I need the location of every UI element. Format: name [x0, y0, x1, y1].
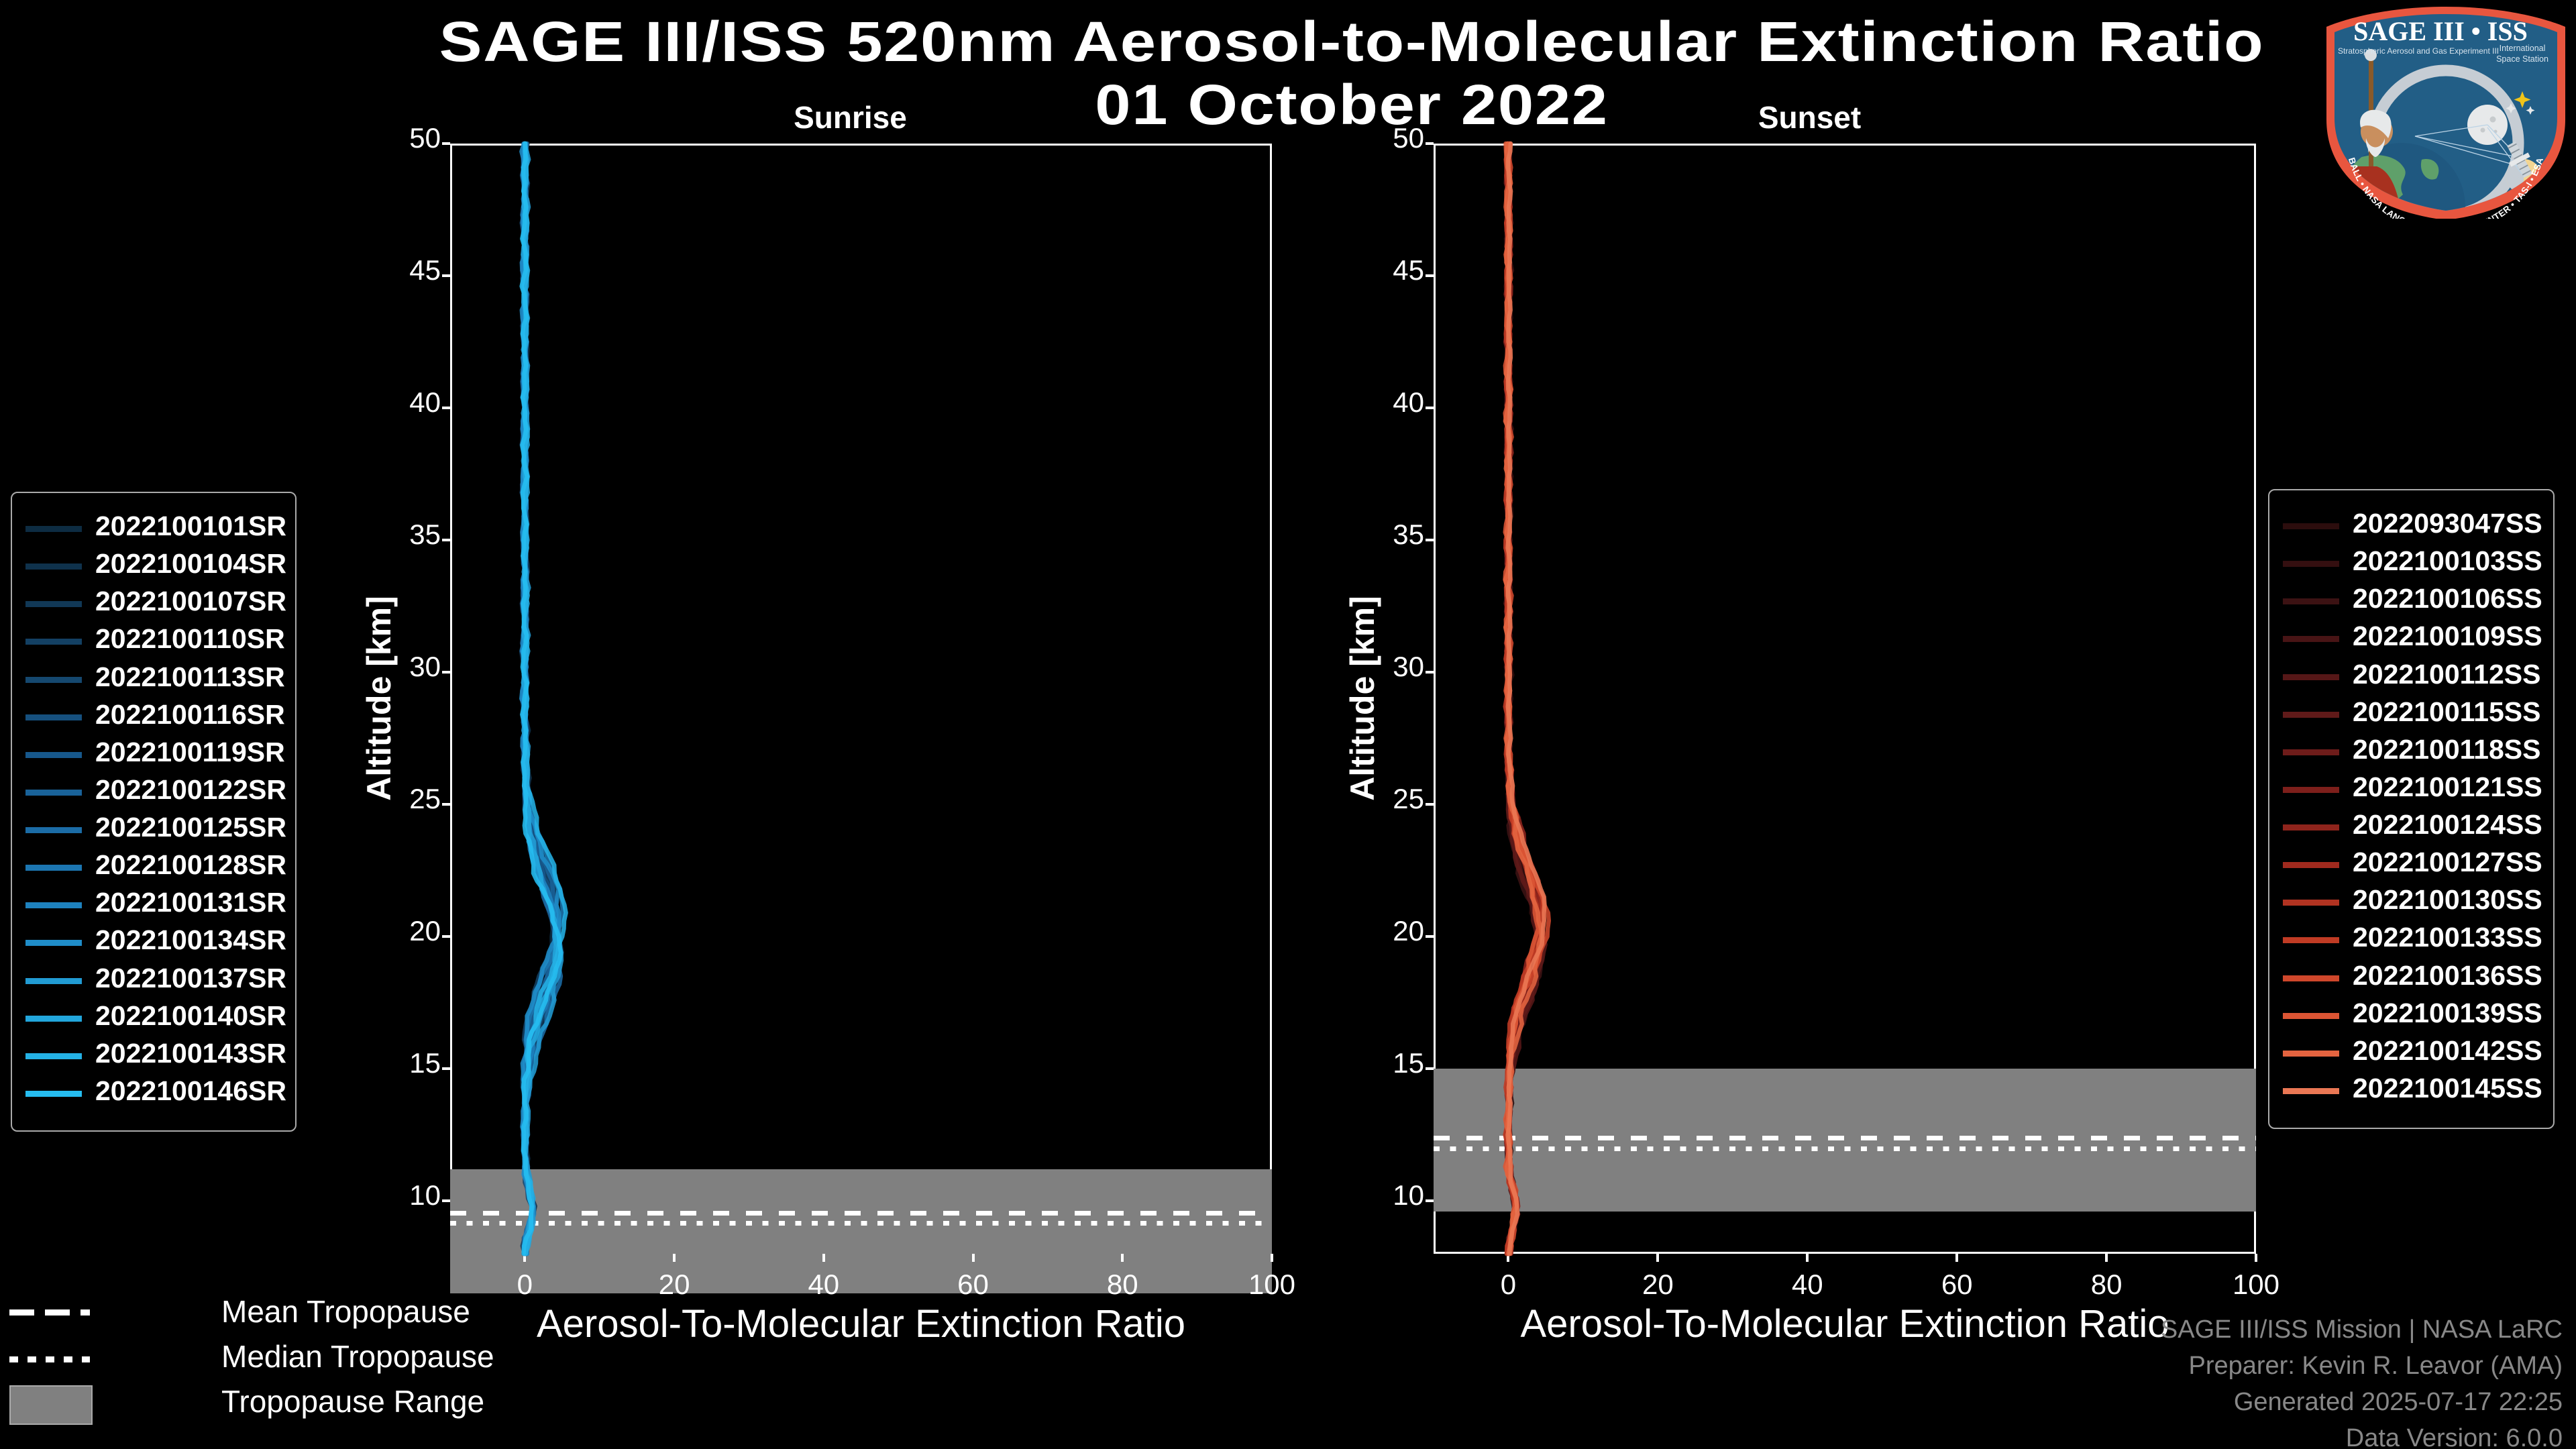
svg-text:Space Station: Space Station — [2496, 54, 2548, 64]
svg-text:Stratospheric Aerosol and Gas: Stratospheric Aerosol and Gas Experiment… — [2338, 46, 2499, 56]
svg-text:International: International — [2500, 44, 2546, 53]
svg-text:SAGE III • ISS: SAGE III • ISS — [2353, 16, 2528, 46]
